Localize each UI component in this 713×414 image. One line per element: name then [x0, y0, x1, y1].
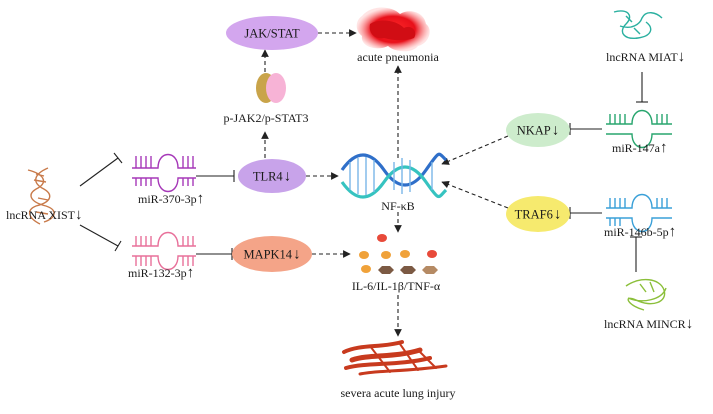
lncrna-miat-label: lncRNA MIAT↓: [606, 49, 685, 65]
jak-stat-node: JAK/STAT: [226, 16, 318, 50]
nfkb-dna-helix-icon: [340, 152, 448, 199]
arrow-nkap-to-nfkb: [441, 135, 509, 165]
mir-132-3p-label: miR-132-3p↑: [128, 265, 194, 281]
mapk14-label: MAPK14↓: [243, 247, 300, 263]
tlr4-node: TLR4↓: [238, 159, 306, 193]
inhibit-xist-to-mir132: [79, 224, 119, 247]
lncrna-xist-label: lncRNA XIST↓: [6, 207, 83, 223]
mir-147a-hairpin-icon: [606, 109, 672, 149]
lung-injury-tissue-icon: [342, 340, 448, 376]
lung-injury-label: severa acute lung injury: [341, 386, 456, 400]
acute-pneumonia-label: acute pneumonia: [357, 50, 439, 64]
nkap-node: NKAP↓: [506, 113, 570, 147]
receptor-dimer-icon: [256, 73, 286, 103]
traf6-node: TRAF6↓: [506, 196, 570, 232]
mir-147a-label: miR-147a↑: [612, 140, 668, 156]
arrow-traf6-to-nfkb: [441, 180, 509, 209]
jak-stat-label: JAK/STAT: [244, 27, 300, 41]
lncrna-mincr-helix-icon: [625, 279, 667, 311]
mir-132-3p-hairpin-icon: [132, 231, 196, 271]
lncrna-mincr-label: lncRNA MINCR↓: [604, 316, 693, 332]
nfkb-label: NF-κB: [381, 199, 414, 213]
mir-370-3p-label: miR-370-3p↑: [138, 191, 204, 207]
p-jak2-p-stat3-label: p-JAK2/p-STAT3: [223, 111, 308, 125]
pneumonia-lesion-icon: [356, 7, 430, 52]
tlr4-label: TLR4↓: [253, 169, 291, 185]
mir-370-3p-hairpin-icon: [132, 153, 196, 193]
mir-146b-5p-hairpin-icon: [606, 193, 672, 233]
inhibit-xist-to-mir370: [79, 157, 119, 187]
lncrna-xist-helix-icon: [27, 167, 55, 225]
cytokines-label: IL-6/IL-1β/TNF-α: [352, 279, 441, 293]
cytokine-particles-icon: [359, 234, 438, 274]
traf6-label: TRAF6↓: [515, 207, 562, 223]
lncrna-miat-helix-icon: [613, 10, 663, 39]
mapk14-node: MAPK14↓: [232, 236, 312, 272]
nkap-label: NKAP↓: [517, 123, 560, 139]
mir-146b-5p-label: miR-146b-5p↑: [604, 224, 676, 240]
